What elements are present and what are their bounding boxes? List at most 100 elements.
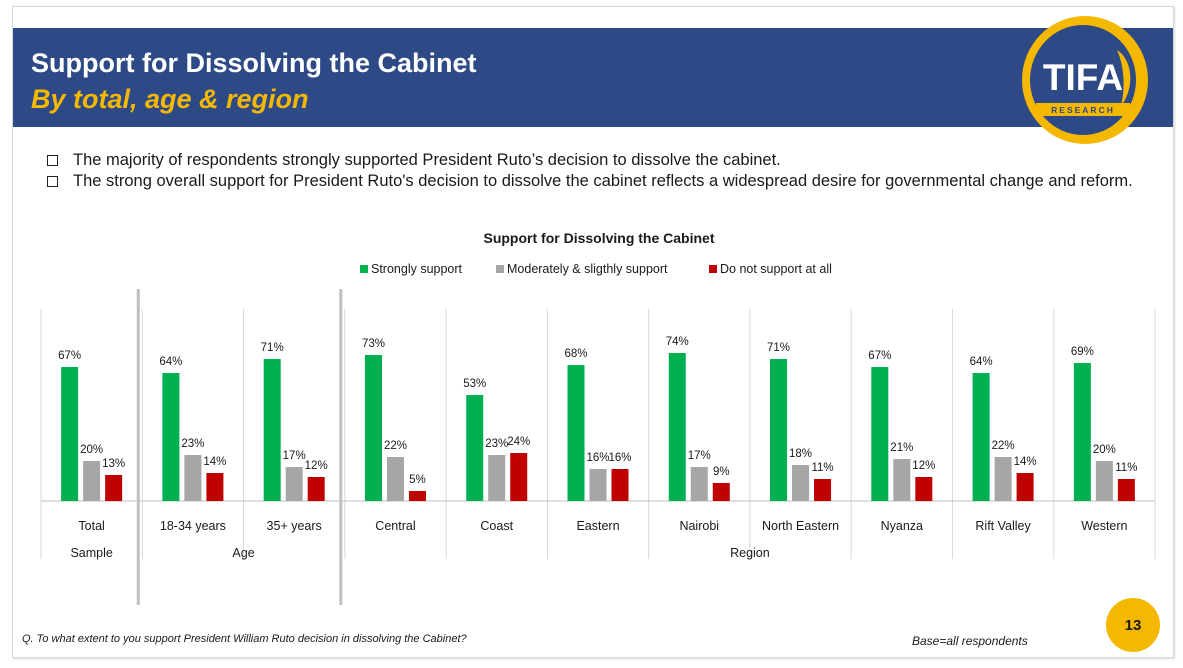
checkbox-bullet-icon (47, 176, 58, 187)
bar-0 (61, 367, 79, 501)
data-label: 12% (912, 460, 935, 472)
category-tick-label: Nyanza (881, 519, 923, 533)
data-label: 64% (970, 356, 993, 368)
base-note: Base=all respondents (912, 634, 1028, 648)
bullet-text-2: The strong overall support for President… (73, 172, 1133, 190)
data-label: 69% (1071, 346, 1094, 358)
page-title: Support for Dissolving the Cabinet (31, 48, 477, 78)
data-label: 22% (992, 440, 1015, 452)
survey-question: Q. To what extent to you support Preside… (22, 633, 467, 645)
data-label: 23% (485, 438, 508, 450)
bar-0 (263, 359, 281, 501)
legend-swatch-0 (360, 265, 368, 273)
data-label: 16% (608, 452, 631, 464)
logo-band (1036, 103, 1130, 116)
bar-2 (1117, 479, 1135, 501)
data-label: 67% (868, 350, 891, 362)
bar-0 (567, 365, 585, 501)
data-label: 24% (507, 436, 530, 448)
data-label: 17% (283, 450, 306, 462)
chart-title: Support for Dissolving the Cabinet (483, 230, 714, 246)
header-banner: Support for Dissolving the Cabinet By to… (13, 28, 1173, 127)
bar-1 (589, 469, 607, 501)
data-label: 17% (688, 450, 711, 462)
data-label: 71% (767, 342, 790, 354)
data-label: 22% (384, 440, 407, 452)
bar-1 (386, 457, 404, 501)
legend-swatch-1 (496, 265, 504, 273)
category-tick-label: Western (1081, 519, 1127, 533)
category-tick-label: Coast (480, 519, 513, 533)
bar-1 (83, 461, 101, 501)
category-tick-label: North Eastern (762, 519, 839, 533)
group-label: Region (730, 546, 770, 560)
data-label: 14% (1014, 456, 1037, 468)
logo-subtext: RESEARCH (1051, 105, 1115, 115)
bar-1 (893, 459, 911, 501)
bar-2 (105, 475, 123, 501)
category-tick-label: 18-34 years (160, 519, 226, 533)
logo-swoosh (1117, 50, 1131, 106)
bar-2 (915, 477, 933, 501)
category-tick-label: Nairobi (679, 519, 719, 533)
data-label: 11% (811, 462, 833, 474)
bar-0 (466, 395, 484, 501)
data-label: 20% (1093, 444, 1116, 456)
category-tick-label: Rift Valley (975, 519, 1031, 533)
bar-0 (972, 373, 990, 501)
data-label: 67% (58, 350, 81, 362)
bar-0 (871, 367, 889, 501)
category-tick-label: 35+ years (267, 519, 322, 533)
support-bar-chart: Support for Dissolving the Cabinet Strong… (40, 230, 1156, 605)
bar-2 (712, 483, 730, 501)
category-tick-label: Central (375, 519, 415, 533)
bar-0 (364, 355, 382, 501)
group-label: Age (232, 546, 254, 560)
data-label: 16% (586, 452, 609, 464)
data-label: 14% (203, 456, 226, 468)
bar-1 (285, 467, 303, 501)
bullet-text-1: The majority of respondents strongly sup… (73, 151, 781, 169)
data-label: 73% (362, 338, 385, 350)
bar-1 (184, 455, 202, 501)
bar-2 (1016, 473, 1034, 501)
bar-0 (162, 373, 180, 501)
data-label: 5% (409, 474, 426, 486)
slide: Support for Dissolving the Cabinet By to… (12, 6, 1174, 658)
group-label: Sample (70, 546, 112, 560)
data-label: 21% (890, 442, 913, 454)
legend-label-2: Do not support at all (720, 262, 832, 276)
data-label: 18% (789, 448, 812, 460)
checkbox-bullet-icon (47, 155, 58, 166)
page-number-badge: 13 (1106, 598, 1160, 652)
bar-1 (792, 465, 810, 501)
data-label: 68% (564, 348, 587, 360)
bullet-item-2: The strong overall support for President… (43, 171, 1143, 192)
bar-1 (488, 455, 506, 501)
bar-1 (690, 467, 708, 501)
tifa-logo: TIFA RESEARCH (1022, 16, 1148, 144)
category-tick-label: Eastern (576, 519, 619, 533)
data-label: 20% (80, 444, 103, 456)
bar-2 (510, 453, 528, 501)
category-tick-label: Total (78, 519, 104, 533)
logo-text: TIFA (1043, 57, 1123, 98)
data-label: 9% (713, 466, 730, 478)
data-label: 12% (305, 460, 328, 472)
bar-2 (814, 479, 832, 501)
bar-0 (770, 359, 788, 501)
data-label: 64% (159, 356, 182, 368)
data-label: 23% (181, 438, 204, 450)
data-label: 74% (666, 336, 689, 348)
bar-1 (1095, 461, 1113, 501)
data-label: 13% (102, 458, 125, 470)
legend-swatch-2 (709, 265, 717, 273)
bar-0 (668, 353, 686, 501)
page-subtitle: By total, age & region (31, 84, 309, 114)
bullet-list: The majority of respondents strongly sup… (43, 150, 1143, 192)
bar-1 (994, 457, 1012, 501)
bar-2 (307, 477, 325, 501)
data-label: 71% (261, 342, 284, 354)
data-label: 11% (1115, 462, 1137, 474)
bar-2 (611, 469, 629, 501)
